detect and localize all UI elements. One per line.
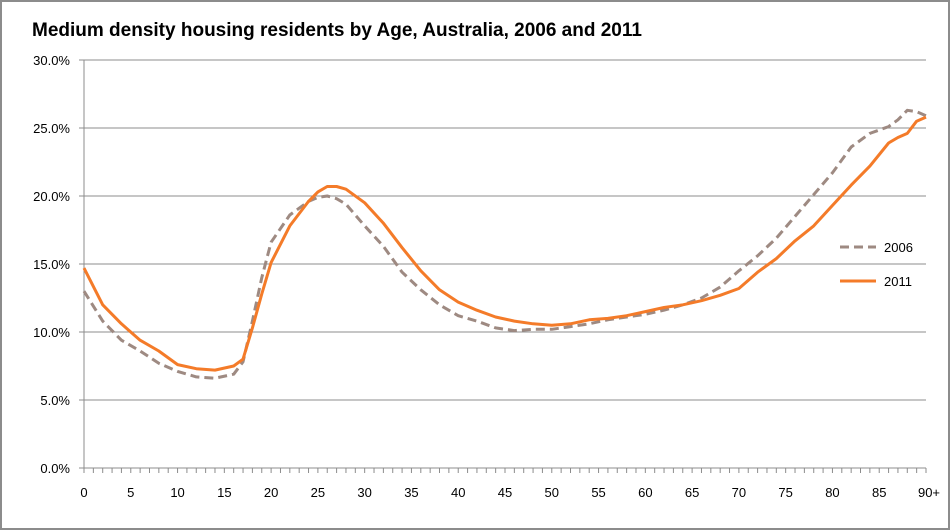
x-tick-label: 15	[217, 485, 231, 500]
chart-title: Medium density housing residents by Age,…	[32, 20, 642, 41]
axes: 0.0% 5.0% 10.0% 15.0% 20.0% 25.0% 30.0% 0 5 10 15 2…	[33, 53, 940, 500]
x-tick-label: 85	[872, 485, 886, 500]
y-tick-label: 20.0%	[33, 189, 70, 204]
series-lines	[82, 108, 927, 380]
x-tick-label: 45	[498, 485, 512, 500]
legend: 2006 2011	[840, 240, 913, 289]
legend-label-2011: 2011	[884, 274, 912, 289]
x-tick-label: 80	[825, 485, 839, 500]
x-tick-label: 70	[732, 485, 746, 500]
x-tick-label: 25	[311, 485, 325, 500]
series-line-2006	[82, 108, 927, 380]
y-tick-label: 15.0%	[33, 257, 70, 272]
legend-label-2006: 2006	[884, 240, 913, 255]
x-tick-label: 75	[778, 485, 792, 500]
gridlines	[84, 59, 926, 401]
x-tick-label: 90+	[918, 485, 940, 500]
x-tick-label: 5	[127, 485, 134, 500]
x-tick-label: 0	[80, 485, 87, 500]
x-tick-label: 20	[264, 485, 278, 500]
y-tick-label: 25.0%	[33, 121, 70, 136]
series-line-2011	[82, 115, 927, 372]
x-tick-label: 30	[357, 485, 371, 500]
y-tick-label: 10.0%	[33, 325, 70, 340]
x-tick-label: 50	[545, 485, 559, 500]
x-tick-label: 55	[591, 485, 605, 500]
x-tick-label: 60	[638, 485, 652, 500]
y-tick-label: 0.0%	[40, 461, 70, 476]
x-tick-label: 40	[451, 485, 465, 500]
y-tick-label: 30.0%	[33, 53, 70, 68]
y-tick-label: 5.0%	[40, 393, 70, 408]
x-tick-label: 65	[685, 485, 699, 500]
x-tick-label: 35	[404, 485, 418, 500]
x-tick-label: 10	[170, 485, 184, 500]
